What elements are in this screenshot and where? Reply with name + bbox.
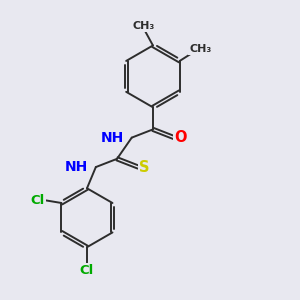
Text: NH: NH: [65, 160, 88, 174]
Text: CH₃: CH₃: [133, 21, 155, 31]
Text: O: O: [174, 130, 187, 145]
Text: NH: NH: [101, 130, 124, 145]
Text: Cl: Cl: [80, 264, 94, 277]
Text: CH₃: CH₃: [189, 44, 212, 54]
Text: Cl: Cl: [30, 194, 44, 207]
Text: S: S: [140, 160, 150, 175]
